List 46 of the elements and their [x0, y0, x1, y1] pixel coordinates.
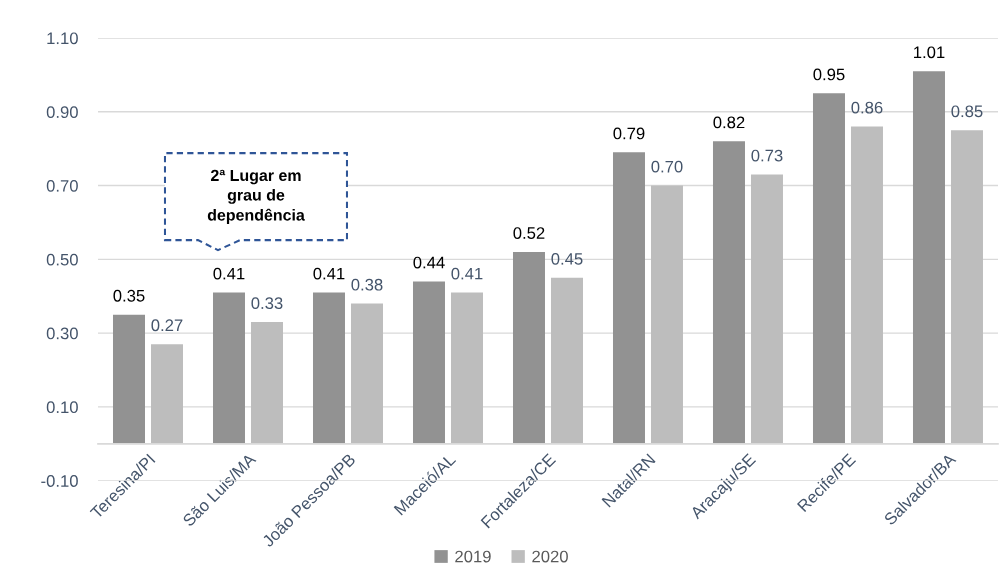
y-tick-label: 0.50: [46, 253, 78, 266]
bar: [850, 126, 883, 444]
bar: [312, 292, 345, 444]
data-label: 0.85: [951, 105, 983, 118]
y-tick-label: 0.30: [46, 327, 78, 340]
data-label: 0.38: [351, 278, 383, 291]
y-tick-label: -0.10: [41, 475, 78, 487]
bar: [612, 152, 645, 444]
data-label: 1.01: [914, 46, 945, 59]
bar: [712, 141, 745, 444]
bar: [950, 130, 983, 444]
data-label: 0.79: [613, 127, 645, 140]
bar: [250, 322, 283, 444]
data-label: 0.41: [451, 267, 483, 280]
data-label: 0.41: [313, 267, 345, 280]
data-label: 0.70: [651, 160, 683, 173]
annotation: 2ª Lugar em grau de dependência: [207, 169, 305, 224]
data-label: 0.95: [813, 68, 845, 81]
data-label: 0.33: [251, 297, 283, 310]
y-tick-label: 1.10: [47, 32, 78, 45]
data-label: 0.86: [851, 101, 883, 114]
data-label: 0.73: [751, 149, 783, 162]
bar: [212, 292, 245, 444]
bar: [912, 71, 945, 444]
bar: [150, 344, 183, 444]
bar: [650, 185, 683, 444]
data-label: 0.27: [151, 319, 183, 332]
bar: [512, 251, 545, 444]
data-label: 0.52: [513, 227, 545, 239]
bar: [412, 281, 445, 444]
y-tick-label: 0.10: [46, 401, 78, 414]
data-label: 0.41: [213, 267, 245, 280]
bar: [112, 314, 145, 444]
bar: [350, 303, 383, 444]
data-label: 0.82: [713, 116, 745, 129]
bar: [812, 93, 845, 444]
data-label: 0.44: [413, 256, 445, 269]
data-label: 0.35: [113, 289, 145, 302]
y-tick-label: 0.90: [46, 106, 78, 118]
data-label: 0.45: [551, 252, 583, 265]
bar: [750, 174, 783, 444]
bar: [550, 277, 583, 444]
y-tick-label: 0.70: [46, 179, 78, 192]
legend-label: 2019: [455, 550, 491, 563]
bar: [450, 292, 483, 444]
legend-label: 2020: [532, 550, 568, 563]
